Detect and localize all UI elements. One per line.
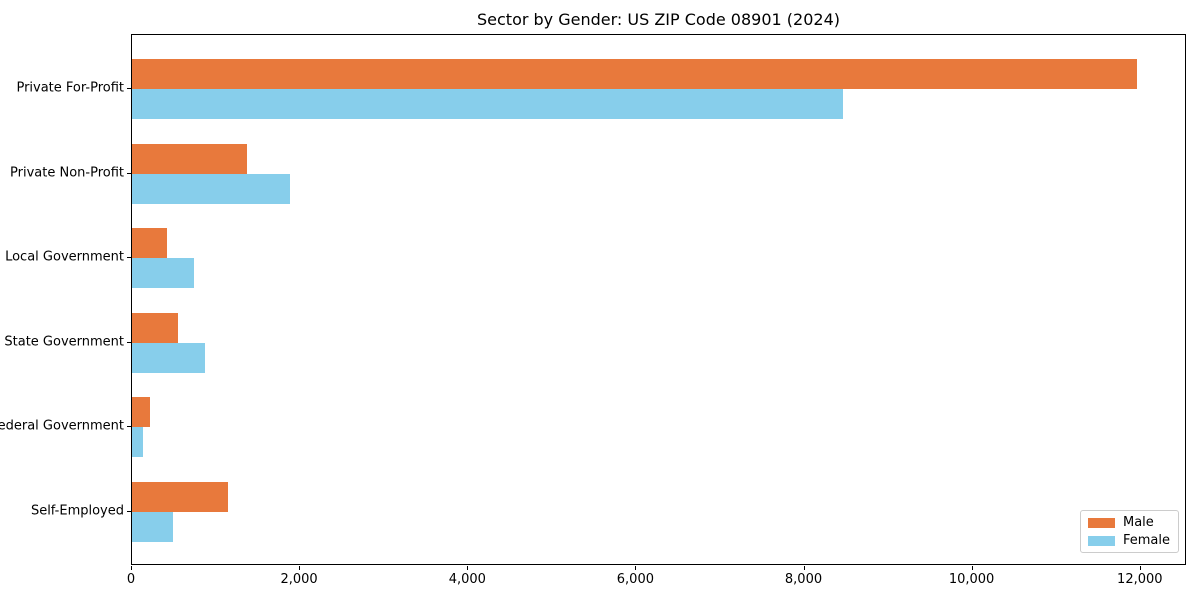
legend-entry-male: Male (1087, 515, 1170, 530)
ytick-label-private-non-profit: Private Non-Profit (10, 165, 124, 180)
plot-area: Male Female (131, 34, 1186, 565)
legend-entry-female: Female (1087, 533, 1170, 548)
ytick-mark (127, 341, 131, 343)
ytick-mark (127, 88, 131, 89)
bar-male-state-government (132, 312, 179, 343)
xtick-label-2000: 2,000 (280, 572, 318, 587)
ytick-mark (127, 172, 131, 174)
ytick-label-federal-government: Federal Government (0, 418, 124, 434)
bar-female-local-government (132, 258, 195, 288)
bar-female-private-for-profit (132, 89, 844, 119)
xtick-mark (803, 566, 805, 570)
ytick-label-state-government: State Government (4, 334, 124, 349)
bar-female-self-employed (132, 511, 174, 542)
legend: Male Female (1079, 510, 1179, 553)
xtick-mark (1139, 566, 1141, 570)
bar-male-private-non-profit (132, 143, 248, 174)
bar-female-state-government (132, 342, 206, 373)
xtick-label-10000: 10,000 (948, 572, 995, 587)
bar-female-private-non-profit (132, 173, 290, 204)
xtick-mark (635, 566, 637, 570)
bar-female-federal-government (132, 427, 143, 457)
ytick-mark (127, 257, 131, 258)
xtick-label-0: 0 (126, 572, 136, 587)
female-swatch-icon (1087, 535, 1115, 546)
bar-male-self-employed (132, 481, 228, 512)
ytick-label-private-for-profit: Private For-Profit (16, 80, 124, 96)
xtick-label-4000: 4,000 (448, 572, 486, 587)
bar-male-private-for-profit (132, 59, 1137, 89)
chart-title: Sector by Gender: US ZIP Code 08901 (202… (477, 10, 840, 29)
ytick-mark (127, 426, 131, 427)
bar-male-federal-government (132, 397, 150, 427)
xtick-mark (467, 566, 469, 570)
legend-label-male: Male (1122, 515, 1154, 530)
xtick-mark (299, 566, 301, 570)
xtick-label-6000: 6,000 (616, 572, 654, 587)
ytick-label-self-employed: Self-Employed (30, 503, 124, 518)
xtick-label-12000: 12,000 (1117, 572, 1163, 587)
xtick-label-8000: 8,000 (784, 572, 823, 587)
xtick-mark (131, 566, 132, 570)
bar-male-local-government (132, 228, 168, 258)
ytick-mark (127, 510, 131, 512)
legend-label-female: Female (1122, 533, 1170, 548)
male-swatch-icon (1087, 517, 1115, 528)
ytick-label-local-government: Local Government (5, 249, 124, 265)
xtick-mark (971, 566, 973, 570)
